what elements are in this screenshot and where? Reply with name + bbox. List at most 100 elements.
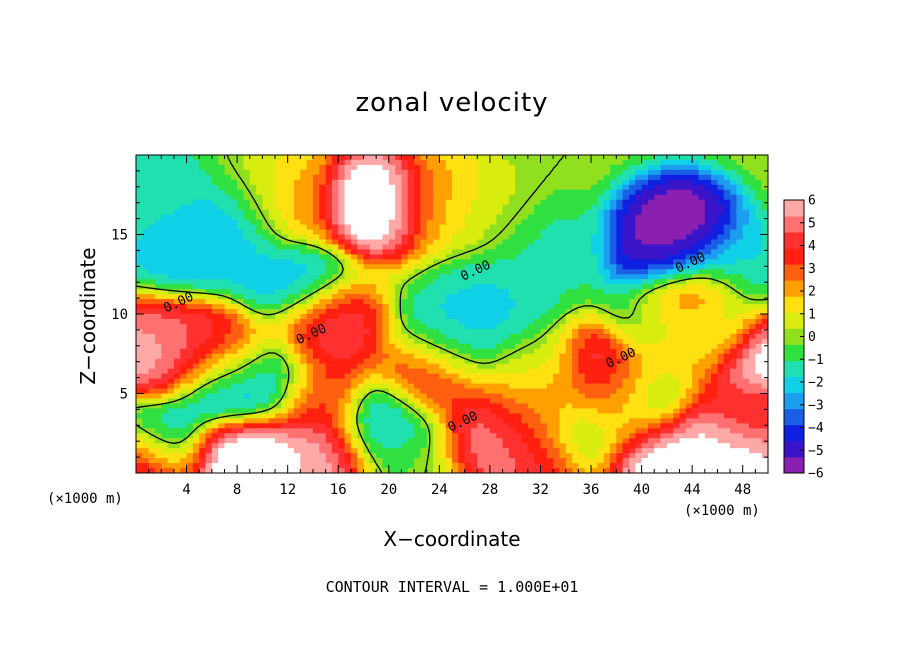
field-cell xyxy=(698,348,706,355)
field-cell xyxy=(452,234,459,241)
field-cell xyxy=(142,169,150,176)
field-cell xyxy=(426,159,434,166)
field-cell xyxy=(565,368,573,375)
field-cell xyxy=(167,363,175,370)
field-cell xyxy=(199,318,207,325)
field-cell xyxy=(749,358,756,365)
field-cell xyxy=(540,378,548,385)
field-cell xyxy=(679,393,687,400)
field-cell xyxy=(692,398,700,405)
field-cell xyxy=(540,249,548,255)
field-cell xyxy=(553,234,561,241)
field-cell xyxy=(180,234,188,241)
field-cell xyxy=(237,294,245,300)
field-cell xyxy=(192,199,200,206)
field-cell xyxy=(306,368,314,375)
field-cell xyxy=(736,309,744,315)
field-cell xyxy=(591,328,598,335)
field-cell xyxy=(673,398,681,405)
field-cell xyxy=(338,323,346,330)
field-cell xyxy=(173,333,181,340)
field-cell xyxy=(388,189,396,196)
field-cell xyxy=(262,264,270,270)
field-cell xyxy=(218,333,226,340)
field-cell xyxy=(470,179,478,186)
field-cell xyxy=(477,224,485,231)
field-cell xyxy=(717,328,725,335)
field-cell xyxy=(692,309,700,315)
field-cell xyxy=(154,164,162,171)
field-cell xyxy=(666,368,674,375)
field-cell xyxy=(445,219,453,226)
field-cell xyxy=(350,328,358,335)
field-cell xyxy=(262,383,270,390)
field-cell xyxy=(464,388,472,395)
field-cell xyxy=(591,274,598,280)
field-cell xyxy=(363,318,371,325)
field-cell xyxy=(527,209,535,216)
field-cell xyxy=(597,269,605,275)
field-cell xyxy=(515,199,523,206)
field-cell xyxy=(527,194,535,201)
field-cell xyxy=(717,314,725,320)
field-cell xyxy=(382,254,390,260)
field-cell xyxy=(679,323,687,330)
field-cell xyxy=(610,284,617,290)
field-cell xyxy=(426,244,434,251)
field-cell xyxy=(262,189,270,196)
field-cell xyxy=(742,338,750,345)
field-cell xyxy=(256,393,263,400)
field-cell xyxy=(199,224,207,231)
field-cell xyxy=(464,269,472,275)
field-cell xyxy=(243,328,251,335)
field-cell xyxy=(294,289,301,295)
field-cell xyxy=(142,184,150,191)
field-cell xyxy=(420,179,428,186)
field-cell xyxy=(369,309,377,315)
field-cell xyxy=(211,254,219,260)
field-cell xyxy=(692,378,700,385)
field-cell xyxy=(433,368,440,375)
field-cell xyxy=(477,164,485,171)
field-cell xyxy=(666,159,674,166)
field-cell xyxy=(458,159,466,166)
field-cell xyxy=(616,304,624,310)
field-cell xyxy=(736,155,744,161)
field-cell xyxy=(464,284,472,290)
field-cell xyxy=(180,343,188,350)
field-cell xyxy=(382,393,390,400)
field-cell xyxy=(218,159,226,166)
field-cell xyxy=(635,189,643,196)
field-cell xyxy=(730,358,737,365)
field-cell xyxy=(730,323,737,330)
field-cell xyxy=(508,199,516,206)
field-cell xyxy=(262,239,270,246)
field-cell xyxy=(237,209,245,216)
field-cell xyxy=(433,174,440,181)
field-cell xyxy=(420,358,428,365)
field-cell xyxy=(192,279,200,285)
field-cell xyxy=(433,373,440,380)
field-cell xyxy=(704,244,712,251)
field-cell xyxy=(452,199,459,206)
field-cell xyxy=(704,274,712,280)
field-cell xyxy=(515,239,523,246)
field-cell xyxy=(262,159,270,166)
field-cell xyxy=(641,249,649,255)
field-cell xyxy=(186,328,194,335)
field-cell xyxy=(306,358,314,365)
field-cell xyxy=(546,368,554,375)
field-cell xyxy=(521,309,529,315)
field-cell xyxy=(218,244,226,251)
field-cell xyxy=(344,254,352,260)
field-cell xyxy=(243,279,251,285)
field-cell xyxy=(610,189,617,196)
field-cell xyxy=(186,294,194,300)
field-cell xyxy=(458,378,466,385)
field-cell xyxy=(540,189,548,196)
field-cell xyxy=(199,209,207,216)
field-cell xyxy=(211,353,219,360)
field-cell xyxy=(572,289,579,295)
field-cell xyxy=(445,164,453,171)
field-cell xyxy=(477,264,485,270)
